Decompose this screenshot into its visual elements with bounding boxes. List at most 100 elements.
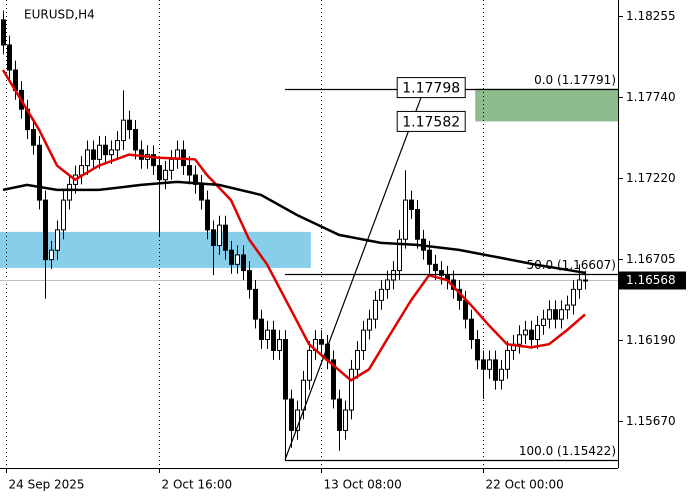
- candle-body: [433, 263, 438, 272]
- candle-body: [343, 409, 348, 431]
- candle-body: [7, 44, 12, 71]
- zone: [475, 88, 618, 122]
- candle-body: [481, 359, 486, 370]
- candle-body: [541, 318, 546, 326]
- candle-body: [493, 359, 498, 381]
- price-label-box: [396, 77, 466, 99]
- fib-label: 100.0 (1.15422): [519, 444, 616, 458]
- candle-body: [529, 329, 534, 341]
- candle-body: [199, 183, 204, 201]
- candle-body: [151, 154, 156, 167]
- candle-body: [505, 349, 510, 370]
- current-price-box: [619, 271, 686, 290]
- y-tick-label: 1.17220: [626, 171, 676, 185]
- x-tick-label: 24 Sep 2025: [9, 478, 85, 492]
- candle-body: [49, 249, 54, 261]
- candle-body: [373, 299, 378, 320]
- candle-body: [553, 309, 558, 320]
- candle-body: [397, 238, 402, 272]
- candle-body: [439, 270, 444, 276]
- candle-body: [565, 304, 570, 311]
- candle-body: [289, 398, 294, 431]
- candle-body: [361, 329, 366, 351]
- y-tick-label: 1.18255: [626, 9, 676, 23]
- chart-title: EURUSD,H4: [24, 8, 95, 22]
- candle-body: [487, 359, 492, 370]
- fib-label: 50.0 (1.16607): [526, 258, 616, 272]
- candle-body: [409, 199, 414, 210]
- candle-body: [517, 334, 522, 345]
- candle-body: [307, 349, 312, 381]
- candle-body: [109, 149, 114, 156]
- x-tick-label: 2 Oct 16:00: [162, 478, 233, 492]
- candle-body: [469, 318, 474, 341]
- candle-body: [499, 368, 504, 381]
- candle-body: [259, 318, 264, 341]
- candle-body: [271, 329, 276, 351]
- candle-body: [169, 158, 174, 171]
- candle-body: [235, 254, 240, 265]
- x-tick-label: 13 Oct 08:00: [324, 478, 402, 492]
- candle-body: [319, 339, 324, 345]
- moving-average-line: [1, 69, 586, 382]
- candle-body: [229, 249, 234, 265]
- candle-body: [133, 129, 138, 151]
- candle-body: [43, 199, 48, 261]
- candle-body: [31, 129, 36, 146]
- plot-layer: 0.0 (1.17791) 50.0 (1.16607) 100.0 (1.1542…: [0, 0, 618, 468]
- candle-body: [547, 309, 552, 320]
- candle-body: [427, 249, 432, 265]
- candle-body: [157, 165, 162, 181]
- candle-body: [367, 318, 372, 331]
- candle-body: [253, 288, 258, 320]
- current-price-label: 1.16568: [626, 273, 676, 287]
- y-tick-label: 1.16705: [626, 252, 676, 266]
- candle-body: [115, 140, 120, 151]
- candle-body: [121, 119, 126, 142]
- moving-average-line: [2, 180, 586, 275]
- candle-body: [583, 279, 588, 282]
- candle-body: [535, 324, 540, 341]
- candle-body: [463, 299, 468, 320]
- candle-body: [331, 359, 336, 400]
- candle-body: [391, 270, 396, 281]
- trendline: [284, 87, 426, 461]
- candle-body: [79, 165, 84, 176]
- candle-body: [1, 19, 6, 46]
- candle-body: [37, 144, 42, 201]
- candle-body: [571, 288, 576, 306]
- candle-body: [277, 339, 282, 351]
- candle-body: [67, 183, 72, 201]
- price-label: 1.17798: [402, 81, 460, 97]
- candle-body: [103, 144, 108, 156]
- candle-body: [379, 288, 384, 301]
- candle-body: [97, 144, 102, 160]
- candle-body: [163, 169, 168, 181]
- candle-body: [523, 329, 528, 336]
- candle-body: [205, 199, 210, 231]
- candle-body: [247, 270, 252, 290]
- candle-body: [187, 165, 192, 176]
- candle-body: [415, 208, 420, 240]
- fib-label: 0.0 (1.17791): [534, 73, 616, 87]
- y-tick-label: 1.15670: [626, 414, 676, 428]
- price-label-box: [396, 110, 466, 132]
- candle-body: [475, 339, 480, 361]
- candle-body: [283, 339, 288, 400]
- candle-body: [217, 224, 222, 247]
- candle-body: [403, 199, 408, 240]
- x-tick-label: 22 Oct 00:00: [486, 478, 564, 492]
- candle-body: [127, 119, 132, 131]
- candle-body: [355, 349, 360, 370]
- candle-body: [385, 279, 390, 290]
- candle-body: [265, 329, 270, 341]
- candle-body: [61, 199, 66, 231]
- candle-body: [559, 309, 564, 320]
- candle-body: [85, 149, 90, 167]
- candle-body: [211, 229, 216, 247]
- y-tick-label: 1.17740: [626, 90, 676, 104]
- candle-body: [577, 279, 582, 290]
- candle-body: [223, 224, 228, 251]
